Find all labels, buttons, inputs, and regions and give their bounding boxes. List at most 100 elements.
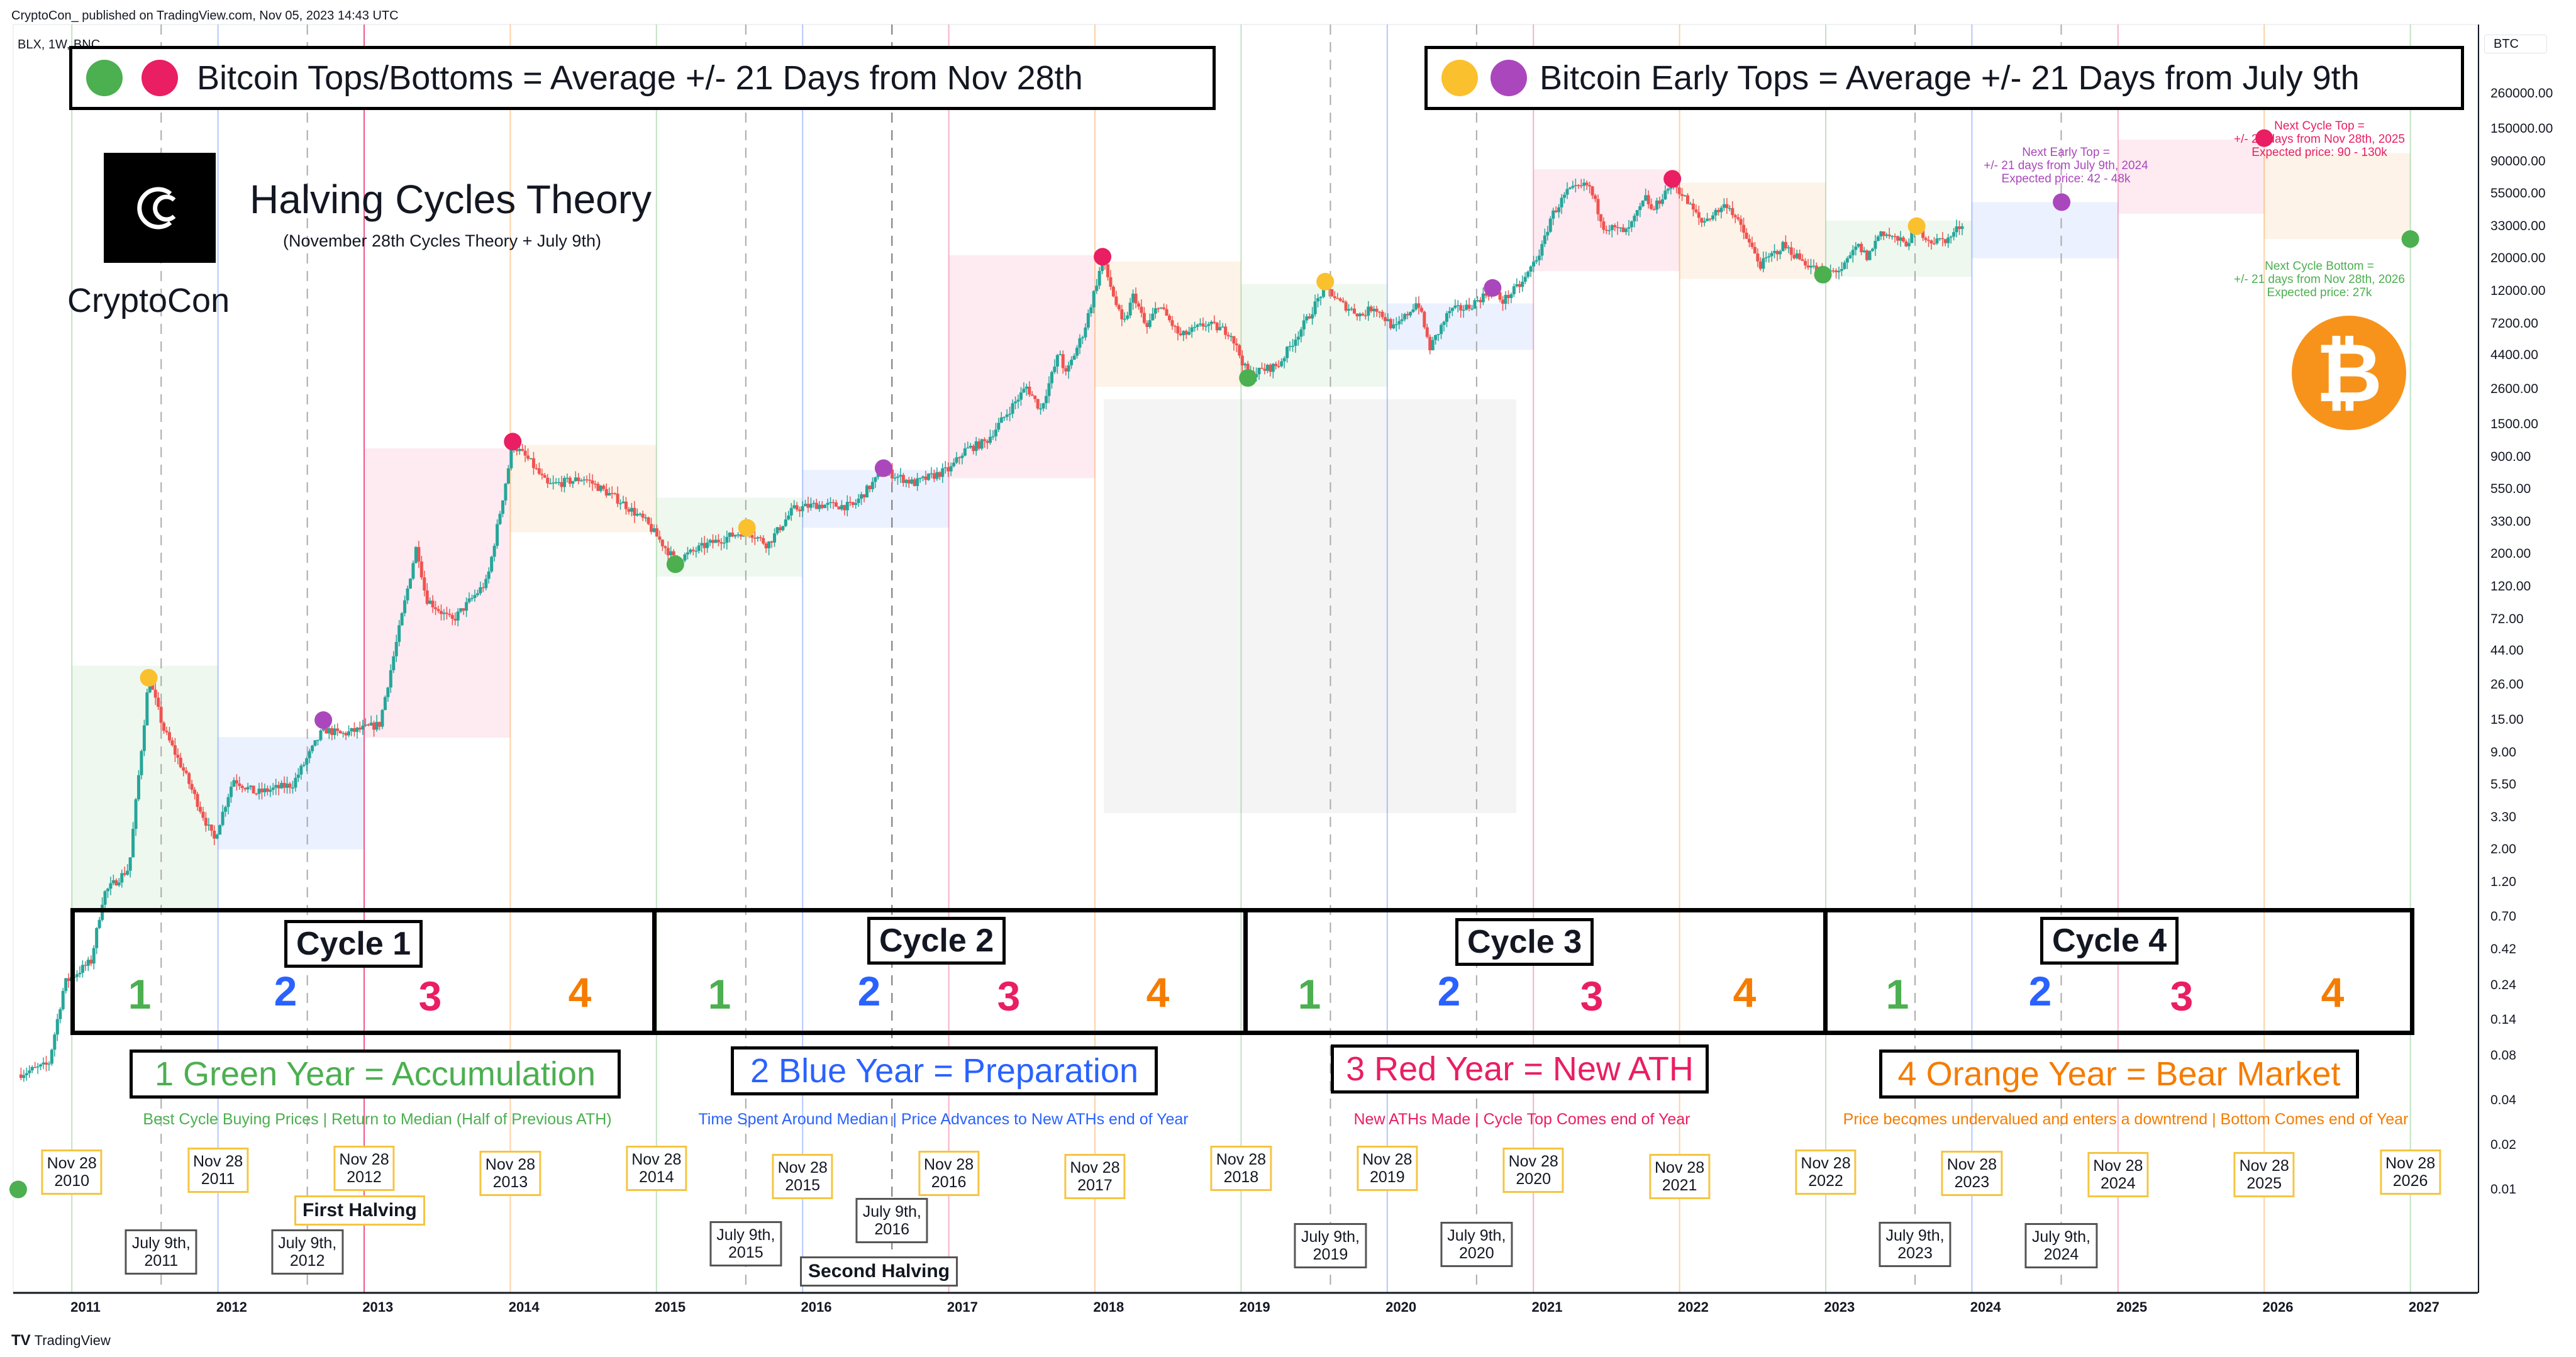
candle	[42, 1062, 45, 1065]
y-tick-label: 20000.00	[2490, 250, 2546, 265]
candle	[1515, 284, 1519, 287]
candle	[1106, 264, 1110, 277]
candle	[1523, 277, 1527, 282]
candle	[1733, 215, 1737, 218]
candle	[167, 732, 171, 741]
candle	[764, 543, 768, 548]
candle	[535, 468, 538, 469]
nov28-label: Nov 28 2015	[772, 1154, 833, 1199]
candle	[1409, 312, 1413, 316]
candle	[1243, 363, 1247, 366]
candle	[1613, 225, 1617, 228]
candle	[874, 477, 877, 482]
candle	[1650, 204, 1653, 209]
candle	[1685, 195, 1689, 204]
y-tick-label: 2600.00	[2490, 382, 2538, 396]
x-tick-label: 2020	[1385, 1299, 1417, 1315]
candle	[506, 468, 510, 484]
candle	[1509, 294, 1513, 298]
candle	[1716, 209, 1720, 213]
candle	[1361, 313, 1365, 316]
candle	[806, 504, 810, 508]
candle	[380, 710, 384, 727]
candle	[756, 537, 760, 539]
currency-label[interactable]: BTC	[2484, 35, 2547, 53]
candle	[778, 527, 782, 531]
price-axis[interactable]	[2478, 25, 2576, 1293]
yellow-early-top-marker	[738, 519, 756, 537]
candle	[442, 612, 446, 614]
candle	[1952, 232, 1956, 237]
candle	[1646, 195, 1650, 204]
candle	[1722, 204, 1726, 208]
year-zone-blue	[1972, 202, 2119, 258]
candle	[1187, 331, 1191, 335]
candle	[809, 504, 813, 508]
candle	[1904, 241, 1908, 246]
candle	[1411, 309, 1415, 313]
candle	[1375, 309, 1379, 312]
candle	[1313, 301, 1317, 314]
candle	[526, 455, 530, 459]
candle	[1084, 327, 1087, 338]
candle	[209, 824, 213, 831]
candle	[67, 978, 70, 982]
y-tick-label: 9.00	[2490, 745, 2516, 760]
candle	[1036, 399, 1040, 409]
candle	[1436, 334, 1440, 335]
candle	[383, 697, 387, 711]
candle	[562, 478, 566, 487]
cycle-2-label: Cycle 2	[867, 917, 1006, 965]
candle	[638, 513, 642, 515]
candle	[1870, 248, 1874, 252]
first-halving-label: First Halving	[294, 1195, 425, 1226]
legend-left-text: Bitcoin Tops/Bottoms = Average +/- 21 Da…	[197, 59, 1083, 97]
candle	[608, 493, 611, 496]
candle	[630, 507, 633, 512]
candle	[1086, 313, 1090, 328]
blue-year-box: 2 Blue Year = Preparation	[731, 1046, 1158, 1095]
y-tick-label: 0.01	[2490, 1182, 2516, 1197]
y-tick-label: 5.50	[2490, 777, 2516, 792]
candle	[921, 476, 925, 479]
y-tick-label: 260000.00	[2490, 86, 2553, 101]
candle	[190, 784, 194, 790]
candle	[571, 481, 575, 484]
x-tick-label: 2011	[70, 1299, 101, 1315]
green-year-box: 1 Green Year = Accumulation	[130, 1050, 621, 1099]
candle	[758, 537, 762, 538]
candle	[462, 608, 465, 611]
y-tick-label: 0.02	[2490, 1137, 2516, 1152]
y-tick-label: 550.00	[2490, 481, 2531, 496]
candle	[1932, 243, 1936, 245]
candle	[621, 501, 625, 504]
candle	[1798, 253, 1802, 260]
candle	[308, 751, 311, 758]
candle	[235, 780, 238, 784]
y-tick-label: 1.20	[2490, 874, 2516, 889]
candle	[750, 534, 754, 538]
y-tick-label: 0.70	[2490, 909, 2516, 924]
july9-label: July 9th, 2016	[855, 1198, 928, 1243]
candle	[767, 541, 771, 548]
candle	[347, 731, 351, 736]
candle	[1030, 394, 1034, 396]
candle	[352, 728, 356, 732]
candle	[1448, 311, 1452, 314]
candle	[731, 533, 735, 537]
candle	[1024, 386, 1028, 389]
candle	[496, 524, 499, 546]
candle	[641, 513, 645, 518]
candle	[176, 755, 180, 758]
candle	[1955, 226, 1958, 233]
candle	[1843, 262, 1846, 269]
tradingview-logo[interactable]: TV TradingView	[11, 1332, 111, 1349]
candle	[1011, 403, 1014, 414]
blue-year-desc: Time Spent Around Median | Price Advance…	[698, 1111, 1189, 1128]
year-zone-green	[1826, 220, 1972, 277]
candle	[1140, 306, 1143, 313]
candle	[1204, 326, 1208, 327]
candle	[341, 733, 345, 734]
candle	[1526, 272, 1530, 277]
